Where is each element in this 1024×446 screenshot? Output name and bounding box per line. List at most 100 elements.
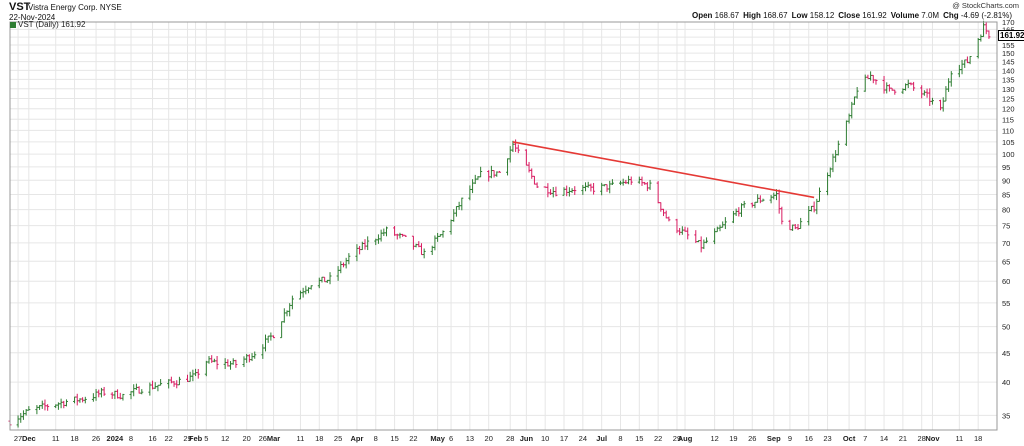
- ohlc-bar: [64, 399, 68, 407]
- ohlc-bar: [737, 207, 741, 217]
- ohlc-bar: [912, 81, 916, 91]
- ohlc-bar: [629, 176, 633, 185]
- x-tick-label: 13: [466, 434, 474, 443]
- ohlc-bar: [148, 382, 152, 396]
- ohlc-bar: [24, 408, 28, 416]
- ohlc-bar: [35, 405, 39, 415]
- ohlc-bar: [812, 201, 816, 213]
- ohlc-bar: [288, 303, 292, 317]
- legend-label: VST (Daily) 161.92: [18, 20, 86, 29]
- x-tick-label: 9: [788, 434, 792, 443]
- ohlc-bar: [957, 64, 961, 78]
- ohlc-bar: [436, 232, 440, 242]
- ohlc-bar: [664, 210, 668, 219]
- x-tick-label: 12: [221, 434, 229, 443]
- company-name: Vistra Energy Corp. NYSE: [28, 3, 122, 12]
- ohlc-bar: [495, 171, 499, 177]
- ohlc-bar: [758, 195, 762, 204]
- ohlc-bar: [113, 390, 117, 400]
- ohlc-bar: [834, 150, 838, 163]
- ohlc-bar: [586, 181, 590, 188]
- stat-value: 158.12: [809, 11, 835, 20]
- ohlc-bar: [261, 344, 265, 359]
- ohlc-bar: [194, 368, 198, 377]
- ohlc-bar: [772, 192, 776, 200]
- ohlc-bar: [605, 184, 609, 192]
- y-tick-label: 85: [1002, 191, 1010, 200]
- ohlc-bar: [304, 285, 308, 295]
- x-tick-label: Dec: [22, 434, 36, 443]
- ohlc-bar: [247, 354, 251, 363]
- y-tick-label: 130: [1002, 85, 1015, 94]
- ohlc-bar: [514, 139, 518, 152]
- x-tick-label: 11: [52, 434, 60, 443]
- ohlc-bar: [317, 277, 321, 289]
- ohlc-bar: [516, 144, 520, 154]
- ohlc-bar: [976, 37, 980, 59]
- ohlc-bar: [941, 97, 945, 112]
- y-tick-label: 170: [1002, 18, 1015, 27]
- ohlc-bar: [581, 184, 585, 195]
- ohlc-bar: [116, 389, 120, 399]
- ohlc-bar: [137, 386, 141, 394]
- ohlc-bar: [307, 287, 311, 294]
- ohlc-bar: [266, 335, 270, 343]
- ohlc-bar: [828, 167, 832, 178]
- ohlc-bar: [245, 353, 249, 363]
- ohlc-bar: [659, 202, 663, 212]
- ohlc-bar: [807, 206, 811, 226]
- ohlc-bar: [947, 78, 951, 92]
- x-tick-label: Feb: [189, 434, 203, 443]
- ohlc-bar: [769, 195, 773, 204]
- stat-value: -4.69 (-2.81%): [960, 11, 1012, 20]
- x-tick-label: 7: [863, 434, 867, 443]
- ohlc-bar: [476, 176, 480, 180]
- ohlc-bar: [153, 382, 157, 389]
- ohlc-bar: [645, 182, 649, 192]
- ohlc-bar: [97, 389, 101, 398]
- x-tick-label: 19: [729, 434, 737, 443]
- ohlc-bar: [328, 272, 332, 285]
- credit-label: @ StockCharts.com: [952, 1, 1019, 10]
- ohlc-bar: [643, 181, 647, 185]
- ohlc-bar: [438, 234, 442, 237]
- ohlc-bar: [344, 257, 348, 269]
- ohlc-bar: [363, 239, 367, 250]
- ohlc-bar: [341, 262, 345, 268]
- x-tick-label: May: [430, 434, 445, 443]
- ohlc-bar: [355, 244, 359, 262]
- ohlc-bar: [132, 384, 136, 397]
- ohlc-bar: [826, 172, 830, 196]
- ohlc-bar: [309, 285, 313, 290]
- x-tick-label: 15: [635, 434, 643, 443]
- ohlc-bar: [756, 194, 760, 203]
- x-tick-label: 20: [485, 434, 493, 443]
- y-tick-label: 70: [1002, 239, 1010, 248]
- ohlc-bar: [457, 201, 461, 210]
- ohlc-bar: [422, 248, 426, 259]
- ohlc-bar: [99, 387, 103, 398]
- x-tick-label: 23: [823, 434, 831, 443]
- ohlc-bar: [982, 20, 986, 37]
- ohlc-bar: [382, 228, 386, 236]
- x-tick-label: 8: [618, 434, 622, 443]
- x-tick-label: 20: [242, 434, 250, 443]
- y-tick-label: 145: [1002, 58, 1015, 67]
- ohlc-bar: [250, 353, 254, 362]
- x-tick-label: 22: [165, 434, 173, 443]
- ohlc-bar: [379, 229, 383, 242]
- x-tick-label: 22: [654, 434, 662, 443]
- ohlc-bar: [54, 404, 58, 409]
- ohlc-bar: [229, 361, 233, 370]
- y-tick-label: 80: [1002, 206, 1010, 215]
- x-tick-label: Jun: [520, 434, 534, 443]
- x-tick-label: 18: [974, 434, 982, 443]
- ohlc-bar: [56, 402, 60, 410]
- x-tick-label: 10: [541, 434, 549, 443]
- x-tick-label: 24: [579, 434, 587, 443]
- ohlc-bar: [750, 202, 754, 208]
- ohlc-bar: [882, 75, 886, 94]
- x-tick-label: 29: [673, 434, 681, 443]
- x-tick-label: 14: [880, 434, 888, 443]
